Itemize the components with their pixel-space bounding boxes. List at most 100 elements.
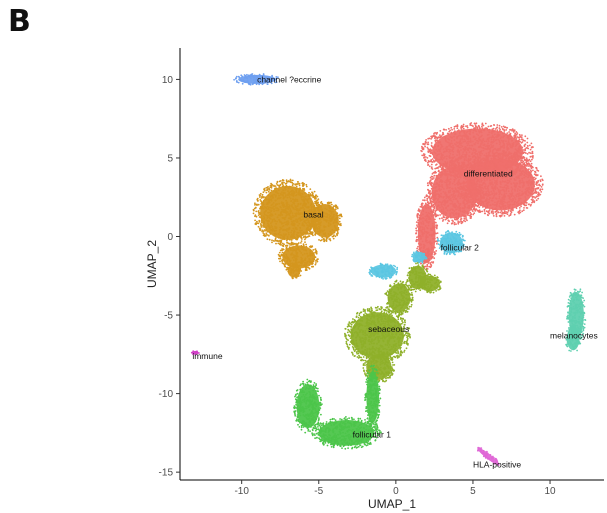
cell-point: [316, 260, 319, 263]
cell-point: [270, 195, 273, 198]
cell-point: [296, 235, 299, 238]
cell-point: [303, 189, 306, 191]
cell-point: [293, 229, 296, 232]
cell-point: [481, 125, 483, 128]
cell-point: [281, 262, 284, 264]
cell-point: [443, 188, 445, 190]
cell-point: [445, 181, 448, 184]
cell-point: [460, 142, 463, 145]
cell-point: [476, 154, 479, 156]
cell-point: [462, 140, 465, 143]
cell-point: [473, 136, 476, 138]
cell-point: [463, 130, 465, 133]
cell-point: [273, 233, 276, 235]
cell-point: [440, 158, 443, 160]
cell-point: [453, 127, 456, 130]
cell-point: [488, 193, 490, 196]
cell-point: [525, 202, 528, 204]
cell-point: [533, 185, 536, 188]
cell-point: [477, 142, 479, 145]
cell-point: [488, 212, 491, 215]
cell-point: [445, 140, 447, 143]
cell-point: [505, 160, 508, 162]
cell-point: [430, 142, 433, 144]
cell-point: [430, 197, 433, 200]
cell-point: [303, 183, 305, 185]
cell-point: [463, 138, 466, 141]
cell-point: [286, 205, 289, 208]
cell-point: [282, 238, 284, 241]
cell-point: [270, 189, 273, 192]
cell-point: [304, 197, 307, 200]
cell-point: [452, 150, 455, 153]
cell-point: [303, 252, 306, 255]
cell-point: [284, 210, 286, 213]
cell-point: [273, 218, 275, 221]
cell-point: [507, 134, 510, 137]
cell-point: [278, 185, 280, 187]
cell-point: [530, 167, 533, 170]
cell-point: [291, 214, 294, 217]
cell-point: [440, 145, 443, 148]
cell-point: [275, 187, 278, 190]
cell-point: [483, 144, 486, 147]
cell-point: [478, 131, 481, 134]
cell-point: [305, 228, 308, 231]
cell-point: [433, 135, 435, 138]
cell-point: [530, 165, 533, 168]
cell-point: [253, 78, 255, 81]
cell-point: [484, 148, 487, 151]
cell-point: [269, 222, 272, 225]
cell-point: [257, 225, 260, 228]
cell-point: [273, 234, 276, 237]
cell-point: [321, 230, 324, 233]
cell-point: [508, 131, 510, 133]
cell-point: [292, 232, 295, 235]
cell-point: [472, 201, 474, 204]
cell-point: [266, 80, 268, 82]
cell-point: [469, 139, 472, 142]
cell-point: [296, 275, 299, 278]
cell-point: [308, 258, 311, 261]
cell-point: [292, 201, 294, 204]
cell-point: [470, 183, 473, 186]
cell-point: [296, 200, 299, 203]
cell-point: [487, 142, 489, 145]
cell-point: [530, 192, 532, 195]
cell-point: [502, 188, 505, 191]
cell-point: [455, 166, 457, 169]
cell-point: [280, 206, 282, 209]
cell-point: [528, 151, 530, 154]
cell-point: [323, 229, 326, 232]
cell-point: [293, 192, 296, 195]
cell-point: [506, 161, 509, 164]
cell-point: [259, 212, 262, 215]
cell-point: [271, 241, 273, 244]
cell-point: [437, 183, 440, 186]
cell-point: [476, 195, 479, 198]
cell-point: [480, 158, 483, 161]
cell-point: [334, 218, 337, 220]
cell-point: [507, 209, 510, 212]
cell-point: [281, 260, 284, 263]
cell-point: [292, 234, 294, 237]
cell-point: [447, 191, 450, 194]
cell-point: [253, 74, 256, 77]
cell-point: [295, 259, 298, 262]
cell-point: [285, 179, 288, 182]
cell-point: [506, 155, 509, 158]
cell-point: [477, 178, 480, 181]
cell-point: [311, 192, 314, 195]
cell-point: [280, 180, 282, 182]
cell-point: [289, 273, 292, 276]
cell-point: [298, 269, 301, 271]
cell-point: [459, 167, 462, 170]
cell-point: [528, 163, 531, 165]
cell-point: [431, 194, 434, 197]
cell-point: [271, 227, 274, 230]
cell-point: [530, 174, 533, 177]
cell-point: [291, 212, 294, 215]
cell-point: [462, 180, 465, 183]
cell-point: [280, 234, 283, 237]
cell-point: [331, 216, 333, 219]
